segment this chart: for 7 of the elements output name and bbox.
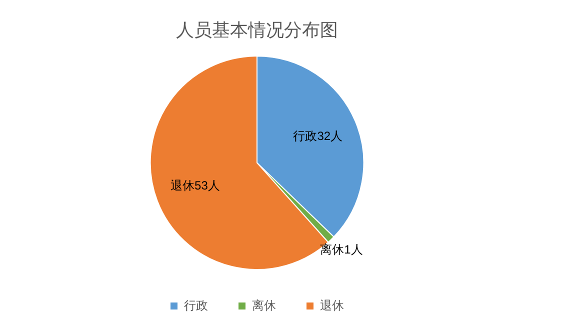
chart-title: 人员基本情况分布图 xyxy=(176,20,338,40)
legend-label: 行政 xyxy=(184,298,208,312)
legend-label: 离休 xyxy=(252,298,276,312)
legend-label: 退休 xyxy=(320,298,344,312)
data-label: 行政32人 xyxy=(293,129,343,144)
data-label: 离休1人 xyxy=(320,242,363,257)
data-label: 退休53人 xyxy=(170,178,220,193)
